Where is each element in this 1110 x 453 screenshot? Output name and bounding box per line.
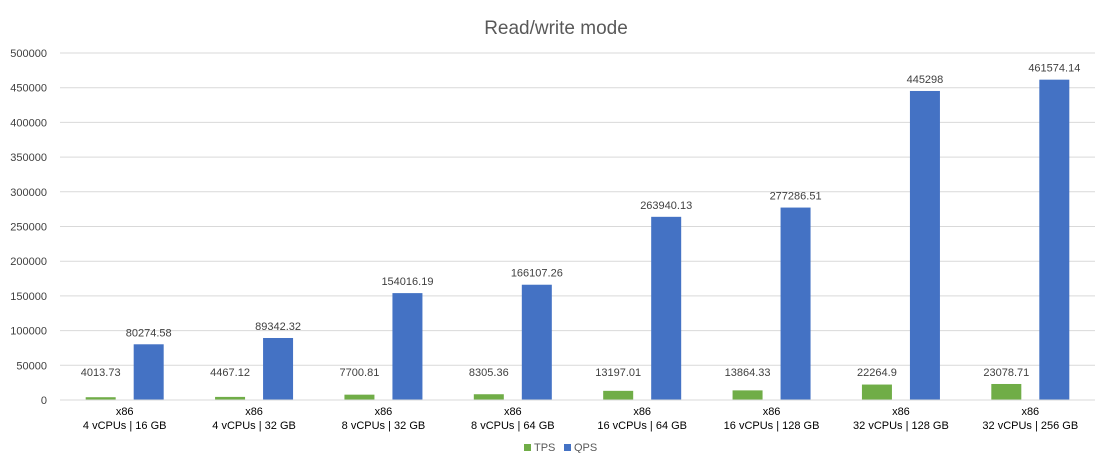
x-category-label: x86 [116, 406, 134, 418]
bar-tps [732, 390, 763, 400]
data-label-qps: 154016.19 [381, 276, 433, 288]
bar-tps [603, 390, 634, 400]
y-tick-label: 400000 [10, 117, 47, 129]
bar-tps [473, 394, 504, 400]
x-category-label: 4 vCPUs | 32 GB [212, 420, 296, 432]
bars [85, 79, 1070, 401]
x-category-label: 8 vCPUs | 32 GB [342, 420, 426, 432]
bar-qps [263, 337, 294, 400]
data-label-tps: 13864.33 [725, 367, 771, 379]
x-category-label: 16 vCPUs | 128 GB [724, 420, 820, 432]
bar-tps [861, 384, 892, 400]
gridlines [60, 52, 1095, 401]
bar-tps [85, 397, 116, 400]
y-tick-label: 150000 [10, 291, 47, 303]
legend-label-tps: TPS [534, 442, 555, 453]
x-category-label: x86 [1021, 406, 1039, 418]
bar-qps [1039, 79, 1070, 401]
x-category-label: 8 vCPUs | 64 GB [471, 420, 555, 432]
x-category-label: x86 [504, 406, 522, 418]
data-label-qps: 166107.26 [511, 268, 563, 280]
y-axis: 0 50000 100000 150000 200000 250000 300000 3500… [10, 48, 47, 407]
bar-tps [991, 383, 1022, 400]
data-label-tps: 13197.01 [595, 367, 641, 379]
y-tick-label: 0 [41, 395, 47, 407]
y-tick-label: 200000 [10, 256, 47, 268]
legend-label-qps: QPS [574, 442, 597, 453]
data-label-tps: 22264.9 [857, 367, 897, 379]
data-label-tps: 8305.36 [469, 367, 509, 379]
x-axis: x86 4 vCPUs | 16 GB x86 4 vCPUs | 32 GB x86 8… [60, 399, 1095, 432]
x-category-label: 32 vCPUs | 256 GB [982, 420, 1078, 432]
x-category-label: x86 [375, 406, 393, 418]
bar-tps [344, 394, 375, 400]
legend-swatch-qps [564, 444, 571, 451]
bar-qps [133, 344, 164, 400]
y-tick-label: 100000 [10, 326, 47, 338]
y-tick-label: 350000 [10, 152, 47, 164]
data-label-qps: 89342.32 [255, 321, 301, 333]
bar-qps [521, 284, 552, 400]
bar-qps [651, 216, 682, 400]
data-label-qps: 263940.13 [640, 200, 692, 212]
legend: TPS QPS [524, 442, 597, 453]
data-label-tps: 7700.81 [340, 367, 380, 379]
data-labels: 4013.73 80274.58 4467.12 89342.32 7700.81 154… [81, 63, 1081, 379]
y-tick-label: 50000 [16, 360, 47, 372]
legend-swatch-tps [524, 444, 531, 451]
data-label-tps: 4013.73 [81, 367, 121, 379]
y-tick-label: 250000 [10, 222, 47, 234]
bar-qps [780, 207, 811, 400]
chart-title: Read/write mode [484, 18, 628, 39]
x-category-label: x86 [245, 406, 263, 418]
data-label-qps: 80274.58 [126, 327, 172, 339]
x-category-label: 16 vCPUs | 64 GB [597, 420, 687, 432]
data-label-qps: 461574.14 [1028, 63, 1080, 75]
x-category-label: 32 vCPUs | 128 GB [853, 420, 949, 432]
data-label-qps: 277286.51 [770, 191, 822, 203]
y-tick-label: 450000 [10, 83, 47, 95]
bar-qps [909, 90, 940, 400]
data-label-tps: 23078.71 [983, 367, 1029, 379]
data-label-tps: 4467.12 [210, 367, 250, 379]
bar-tps [215, 396, 246, 400]
x-category-label: x86 [633, 406, 651, 418]
data-label-qps: 445298 [907, 74, 944, 86]
bar-qps [392, 293, 423, 400]
x-category-label: 4 vCPUs | 16 GB [83, 420, 167, 432]
x-category-label: x86 [892, 406, 910, 418]
y-tick-label: 500000 [10, 48, 47, 60]
y-tick-label: 300000 [10, 187, 47, 199]
x-category-label: x86 [763, 406, 781, 418]
